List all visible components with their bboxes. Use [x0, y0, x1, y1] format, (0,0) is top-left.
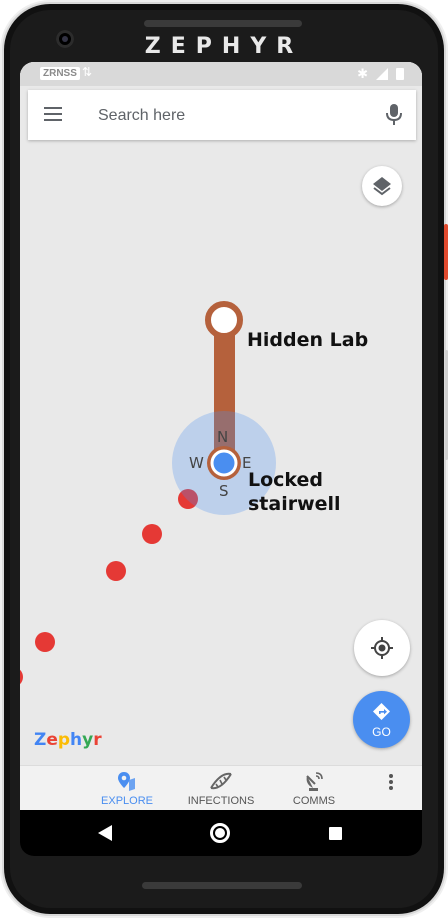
- carrier-label: ZRNSS: [40, 67, 80, 80]
- watermark-letter: Z: [34, 730, 47, 750]
- hidden-lab-label: Hidden Lab: [247, 329, 369, 351]
- layers-button[interactable]: [362, 166, 402, 206]
- watermark-letter: r: [93, 730, 102, 750]
- hamburger-menu-icon[interactable]: [44, 107, 62, 121]
- bottom-nav: EXPLORE INFECTIONS COMMS: [20, 765, 422, 810]
- bluetooth-icon: ✱: [357, 66, 368, 81]
- battery-icon: [396, 68, 404, 80]
- system-nav-bar: [20, 810, 422, 856]
- nav-comms-label: COMMS: [292, 795, 336, 807]
- explore-pin-icon: [118, 772, 135, 791]
- recents-icon[interactable]: [329, 827, 342, 840]
- nav-explore[interactable]: EXPLORE: [90, 766, 164, 810]
- locked-stairwell-label-line2: stairwell: [248, 493, 341, 515]
- compass-south: S: [219, 482, 229, 500]
- watermark-letter: e: [46, 730, 58, 750]
- go-button-label: GO: [372, 725, 391, 739]
- search-input[interactable]: [96, 100, 370, 132]
- search-bar: [28, 90, 416, 140]
- satellite-dish-icon: [306, 772, 323, 791]
- nav-infections-label: INFECTIONS: [187, 795, 255, 807]
- watermark-letter: y: [82, 730, 94, 750]
- dna-icon: [210, 772, 232, 790]
- nav-comms[interactable]: COMMS: [282, 766, 346, 810]
- data-arrows-icon: ⇅: [82, 65, 93, 79]
- front-camera: [56, 30, 74, 48]
- compass-east: E: [242, 454, 252, 472]
- zephyr-watermark: Zephyr: [34, 730, 102, 750]
- layers-icon: [373, 177, 391, 196]
- trail-dot: [35, 632, 55, 652]
- watermark-letter: h: [70, 730, 83, 750]
- locked-stairwell-label-line1: Locked: [248, 469, 324, 491]
- current-location-dot: [210, 449, 238, 477]
- my-location-button[interactable]: [354, 620, 410, 676]
- directions-icon: [373, 703, 390, 720]
- my-location-icon: [371, 637, 393, 659]
- nav-infections[interactable]: INFECTIONS: [182, 766, 260, 810]
- map-canvas[interactable]: [20, 62, 422, 810]
- trail-dot: [178, 489, 198, 509]
- trail-dot: [106, 561, 126, 581]
- compass-north: N: [217, 428, 229, 446]
- screen: N E S W Hidden Lab Locked stairwell ZRNS…: [20, 62, 422, 810]
- home-icon[interactable]: [210, 823, 230, 843]
- watermark-letter: p: [57, 730, 71, 750]
- power-button: [444, 224, 448, 280]
- back-icon[interactable]: [98, 825, 112, 841]
- hidden-lab-marker: [205, 301, 243, 339]
- status-bar: ZRNSS ⇅ ✱: [20, 62, 422, 86]
- compass-west: W: [189, 454, 204, 472]
- trail-dot: [142, 524, 162, 544]
- locked-stairwell-label: Locked stairwell: [248, 468, 341, 516]
- go-button[interactable]: GO: [353, 691, 410, 748]
- trail-dot-partial: [20, 669, 23, 685]
- device-brand: ZEPHYR: [144, 34, 304, 59]
- speaker-grille-top: [144, 20, 302, 27]
- speaker-grille-bottom: [142, 882, 302, 889]
- microphone-icon[interactable]: [386, 104, 402, 126]
- volume-button: [445, 350, 448, 460]
- nav-explore-label: EXPLORE: [101, 795, 153, 807]
- more-vertical-icon[interactable]: [388, 774, 394, 794]
- route-line: [214, 320, 235, 462]
- signal-icon: [376, 68, 388, 80]
